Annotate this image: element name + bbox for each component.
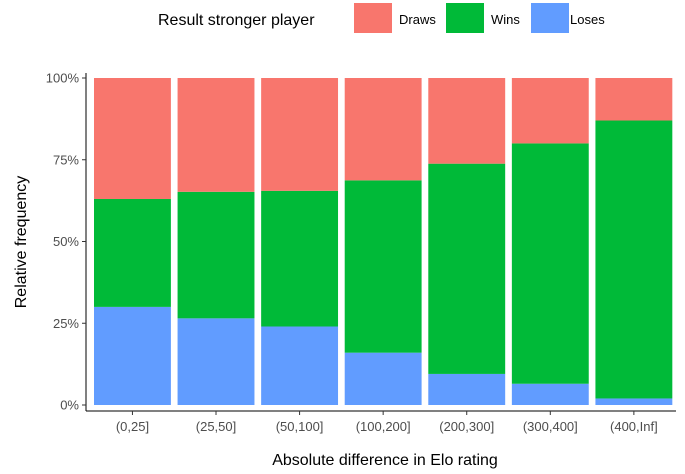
bar-draws-3 xyxy=(344,78,422,181)
legend-swatch-draws xyxy=(354,3,392,33)
y-tick-label-4: 100% xyxy=(46,71,80,86)
bar-wins-6 xyxy=(595,120,673,399)
bar-wins-1 xyxy=(177,191,255,319)
y-axis-title: Relative frequency xyxy=(13,176,30,309)
legend-title: Result stronger player xyxy=(158,12,315,29)
x-tick-label-2: (50,100] xyxy=(276,419,324,434)
bar-draws-1 xyxy=(177,78,255,192)
bars xyxy=(94,78,673,405)
bar-wins-5 xyxy=(511,143,589,384)
bar-loses-6 xyxy=(595,398,673,405)
legend-swatch-wins xyxy=(446,3,484,33)
legend: Result stronger player Draws Wins Loses xyxy=(158,3,605,33)
bar-draws-4 xyxy=(428,78,506,164)
legend-label-loses: Loses xyxy=(570,12,605,27)
x-tick-label-6: (400,Inf] xyxy=(610,419,658,434)
x-tick-label-3: (100,200] xyxy=(356,419,411,434)
bar-loses-0 xyxy=(94,306,171,405)
legend-label-draws: Draws xyxy=(399,12,436,27)
x-tick-label-4: (200,300] xyxy=(439,419,494,434)
bar-loses-1 xyxy=(177,318,255,405)
y-tick-label-3: 75% xyxy=(53,152,79,167)
legend-label-wins: Wins xyxy=(491,12,520,27)
bar-wins-2 xyxy=(261,190,339,327)
x-tick-label-0: (0,25] xyxy=(116,419,149,434)
bar-draws-0 xyxy=(94,78,171,199)
y-tick-label-2: 50% xyxy=(53,234,79,249)
x-tick-label-1: (25,50] xyxy=(196,419,236,434)
y-axis: 0% 25% 50% 75% 100% xyxy=(46,71,87,413)
bar-loses-4 xyxy=(428,373,506,405)
bar-loses-2 xyxy=(261,326,339,405)
x-axis-title: Absolute difference in Elo rating xyxy=(272,452,498,469)
bar-draws-6 xyxy=(595,78,673,121)
bar-draws-5 xyxy=(511,78,589,144)
x-tick-label-5: (300,400] xyxy=(523,419,578,434)
bar-wins-4 xyxy=(428,163,506,374)
bar-draws-2 xyxy=(261,78,339,191)
x-axis: (0,25] (25,50] (50,100] (100,200] (200,300] (… xyxy=(86,410,676,434)
bar-wins-0 xyxy=(94,198,171,307)
y-tick-label-0: 0% xyxy=(60,398,79,413)
bar-loses-5 xyxy=(511,383,589,405)
bar-loses-3 xyxy=(344,352,422,405)
y-tick-label-1: 25% xyxy=(53,316,79,331)
legend-swatch-loses xyxy=(531,3,569,33)
bar-wins-3 xyxy=(344,180,422,353)
